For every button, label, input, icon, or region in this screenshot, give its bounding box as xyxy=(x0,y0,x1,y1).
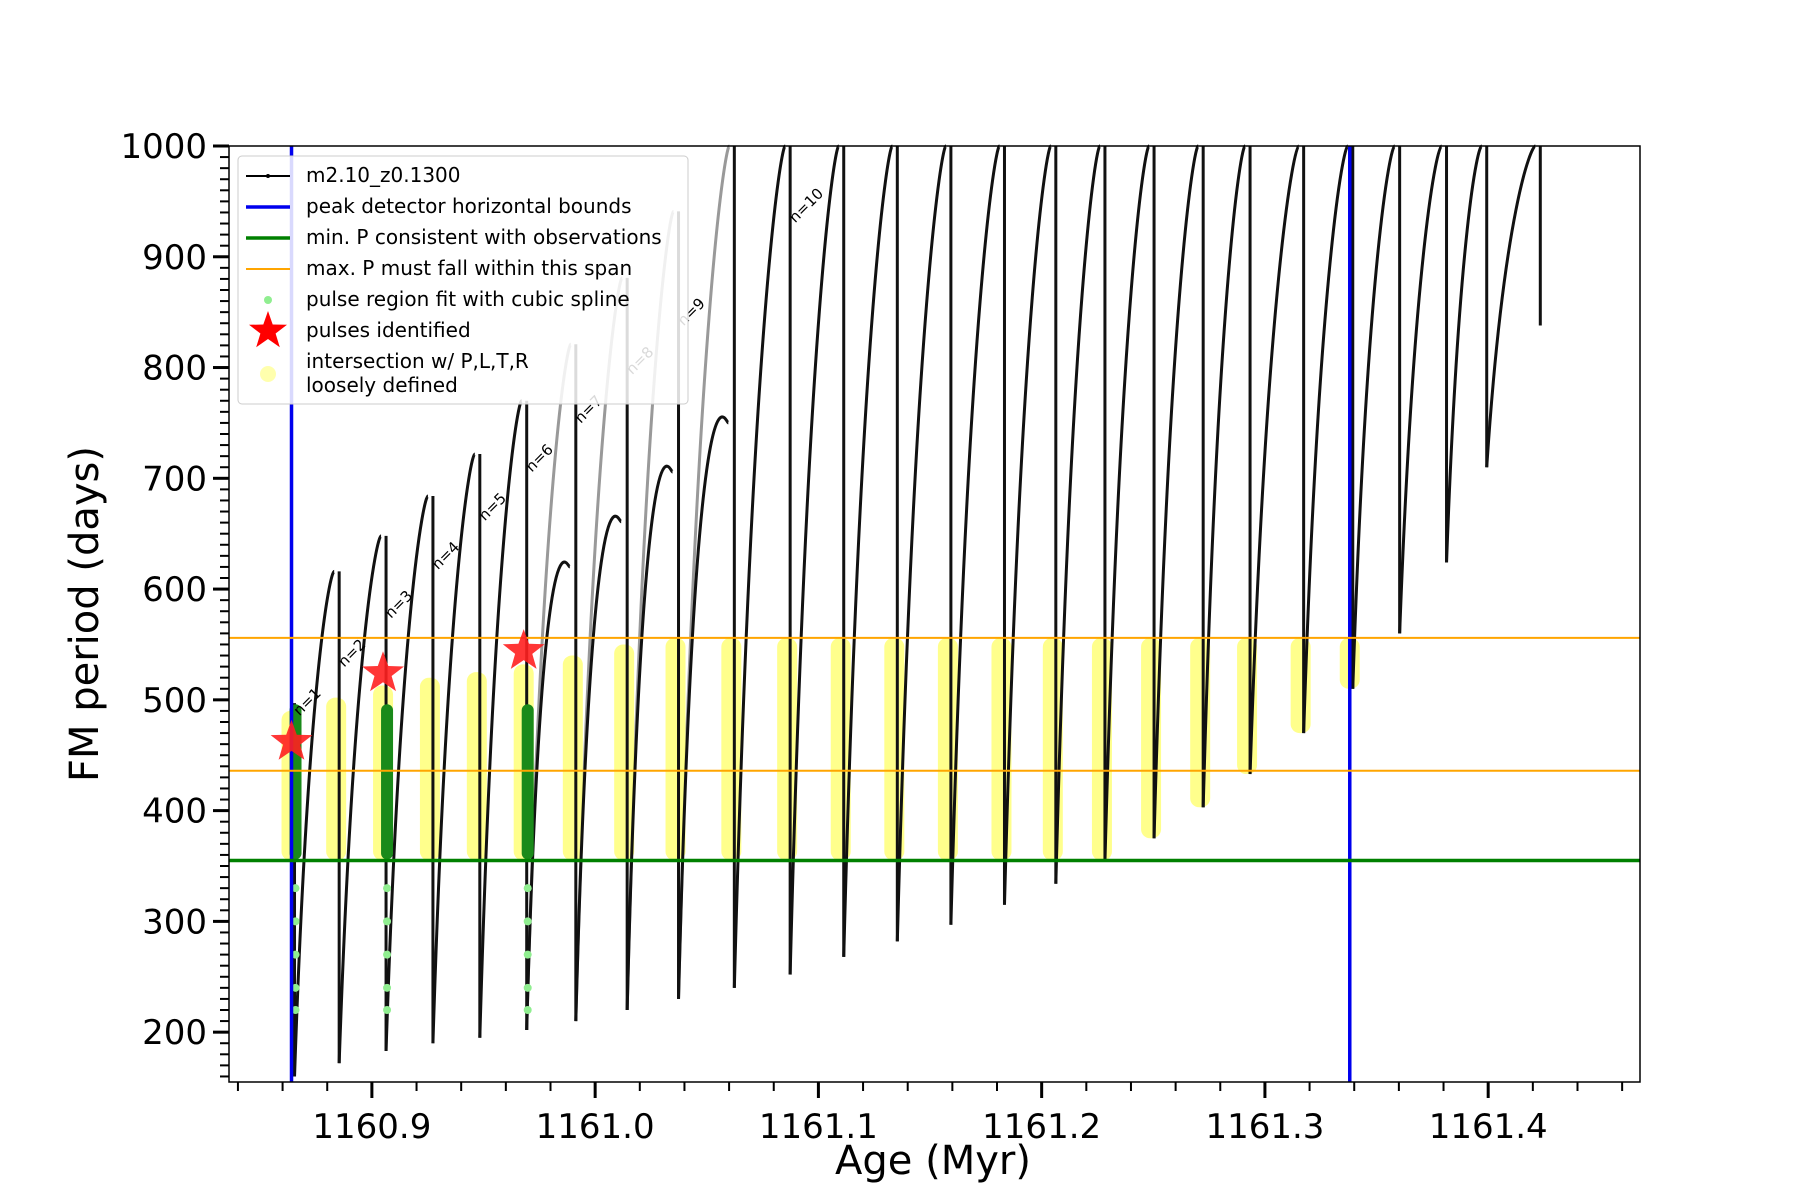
recovery-track xyxy=(337,534,383,1064)
intersection-region xyxy=(937,637,958,861)
identified-pulse-star xyxy=(362,651,404,692)
legend-entry-label: pulses identified xyxy=(306,318,471,342)
y-tick-label: 1000 xyxy=(120,127,207,167)
spline-fit-point xyxy=(383,917,392,926)
intersection-region xyxy=(884,637,905,861)
y-axis-label: FM period (days) xyxy=(62,446,108,782)
recovery-track xyxy=(895,144,948,942)
legend-entry-label: m2.10_z0.1300 xyxy=(306,163,461,187)
spline-fit-point xyxy=(523,1006,532,1014)
x-tick-label: 1161.2 xyxy=(982,1107,1101,1147)
spline-fit-point xyxy=(291,950,300,959)
recovery-track xyxy=(732,144,787,988)
legend-entry-label: loosely defined xyxy=(306,373,458,397)
y-tick-label: 600 xyxy=(142,570,207,610)
recovery-track xyxy=(1002,144,1053,905)
x-tick-label: 1161.4 xyxy=(1429,1107,1548,1147)
intersection-region xyxy=(721,637,742,861)
spline-fit-band xyxy=(381,704,394,860)
intersection-region xyxy=(326,697,347,861)
recovery-track xyxy=(1351,144,1397,689)
recovery-track xyxy=(625,464,675,1011)
legend-entry-label: max. P must fall within this span xyxy=(306,256,632,280)
recovery-track xyxy=(1485,144,1537,468)
spline-fit-point xyxy=(291,1006,300,1014)
recovery-track xyxy=(1302,144,1350,734)
y-tick-label: 400 xyxy=(142,792,207,832)
intersection-region xyxy=(562,655,583,861)
intersection-region xyxy=(830,637,851,861)
plot-frame xyxy=(228,145,1641,1083)
y-tick-label: 900 xyxy=(142,238,207,278)
recovery-track xyxy=(478,399,524,1038)
legend-entry-label: intersection w/ P,L,T,R xyxy=(306,349,529,373)
legend-dot-swatch xyxy=(264,296,272,304)
pulse-tracks xyxy=(293,144,1542,1077)
y-tick-label: 700 xyxy=(142,459,207,499)
spline-fit-point xyxy=(383,1006,392,1014)
y-tick-label: 800 xyxy=(142,349,207,389)
spline-fit-point xyxy=(383,983,392,992)
recovery-track xyxy=(949,144,1001,925)
identified-pulse-star xyxy=(502,629,545,669)
recovery-track xyxy=(525,560,571,1030)
recovery-track xyxy=(1103,144,1151,862)
identified-pulses xyxy=(270,629,545,760)
x-tick-label: 1161.0 xyxy=(536,1107,655,1147)
legend-star-swatch xyxy=(249,311,287,348)
x-tick-label: 1161.1 xyxy=(759,1107,878,1147)
legend-circle-swatch xyxy=(260,366,276,382)
legend-box xyxy=(237,155,689,405)
intersection-region xyxy=(419,677,440,861)
spline-fit-point xyxy=(523,950,532,959)
spline-fit-band xyxy=(521,704,534,860)
x-tick-label: 1160.9 xyxy=(312,1107,431,1147)
recovery-track xyxy=(293,569,336,1077)
recovery-track xyxy=(1398,144,1444,634)
spline-fit-point xyxy=(291,917,300,926)
y-tick-label: 500 xyxy=(142,681,207,721)
intersection-region xyxy=(614,644,635,861)
legend-dot-swatch xyxy=(266,174,270,178)
intersection-region xyxy=(665,637,686,861)
recovery-track xyxy=(1248,144,1301,775)
recovery-track xyxy=(788,144,841,975)
spline-fit-point xyxy=(383,884,392,893)
recovery-track xyxy=(842,144,894,957)
y-tick-label: 200 xyxy=(142,1013,207,1053)
axes: 200 300 400 500 600 700 800 900 1000 1160.9 1161.0… xyxy=(120,127,1624,1147)
legend-entry-label: min. P consistent with observations xyxy=(306,225,662,249)
spline-fit-point xyxy=(383,950,392,959)
y-tick-label: 300 xyxy=(142,902,207,942)
recovery-track xyxy=(1152,144,1200,839)
recovery-track xyxy=(1054,144,1102,884)
x-axis-label: Age (Myr) xyxy=(835,1138,1031,1184)
recovery-track xyxy=(677,415,730,999)
recovery-track xyxy=(1445,144,1484,563)
intersection-region xyxy=(466,672,487,861)
recovery-track xyxy=(574,514,623,1022)
spline-fit-point xyxy=(523,917,532,926)
recovery-track xyxy=(431,452,477,1044)
spline-fit-point xyxy=(291,983,300,992)
recovery-track xyxy=(1201,144,1247,808)
x-tick-label: 1161.3 xyxy=(1205,1107,1324,1147)
spline-fit-point xyxy=(523,884,532,893)
legend-entry-label: peak detector horizontal bounds xyxy=(306,194,632,218)
spline-fit-point xyxy=(291,884,300,893)
identified-pulse-star xyxy=(270,719,313,760)
intersection-region xyxy=(777,637,798,861)
legend-entry-label: pulse region fit with cubic spline xyxy=(306,287,630,311)
spline-fit-point xyxy=(523,983,532,992)
recovery-track xyxy=(384,494,430,1052)
